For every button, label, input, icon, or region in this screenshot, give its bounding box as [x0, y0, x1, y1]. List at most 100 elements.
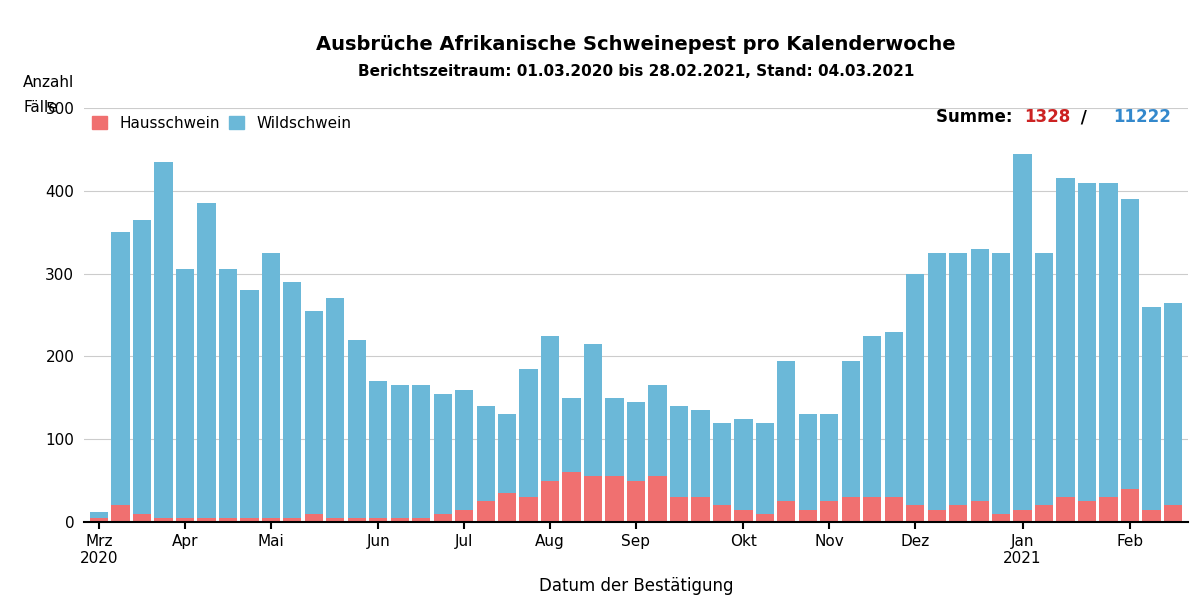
Bar: [391, 385, 409, 522]
Bar: [1078, 502, 1096, 522]
Bar: [305, 311, 323, 522]
Bar: [197, 203, 216, 522]
Bar: [433, 394, 452, 522]
Bar: [799, 509, 817, 522]
Bar: [1078, 182, 1096, 522]
Bar: [455, 389, 473, 522]
Bar: [906, 505, 924, 522]
Bar: [112, 505, 130, 522]
Bar: [283, 282, 301, 522]
Text: /: /: [1075, 108, 1093, 126]
Bar: [626, 481, 646, 522]
Bar: [992, 253, 1010, 522]
Text: Ausbrüche Afrikanische Schweinepest pro Kalenderwoche: Ausbrüche Afrikanische Schweinepest pro …: [316, 35, 956, 54]
Bar: [1164, 302, 1182, 522]
Bar: [1034, 253, 1054, 522]
Bar: [412, 385, 431, 522]
Bar: [734, 419, 752, 522]
Bar: [541, 336, 559, 522]
Bar: [476, 502, 494, 522]
Bar: [370, 381, 388, 522]
Bar: [348, 518, 366, 522]
Bar: [841, 361, 860, 522]
Bar: [455, 509, 473, 522]
Bar: [476, 406, 494, 522]
Bar: [778, 361, 796, 522]
Text: 11222: 11222: [1114, 108, 1171, 126]
Bar: [820, 502, 839, 522]
Bar: [928, 253, 946, 522]
Legend: Hausschwein, Wildschwein: Hausschwein, Wildschwein: [91, 116, 352, 131]
Bar: [90, 518, 108, 522]
Bar: [90, 512, 108, 522]
Bar: [412, 518, 431, 522]
Bar: [605, 476, 624, 522]
Bar: [691, 497, 709, 522]
Bar: [218, 518, 238, 522]
Bar: [971, 502, 989, 522]
Bar: [605, 398, 624, 522]
Bar: [133, 220, 151, 522]
Bar: [1034, 505, 1054, 522]
Bar: [1014, 509, 1032, 522]
Bar: [670, 406, 688, 522]
Bar: [563, 398, 581, 522]
Bar: [348, 340, 366, 522]
Bar: [949, 253, 967, 522]
Bar: [778, 502, 796, 522]
Bar: [326, 518, 344, 522]
Bar: [433, 514, 452, 522]
Bar: [713, 422, 731, 522]
Bar: [1142, 307, 1160, 522]
Bar: [240, 518, 258, 522]
Bar: [563, 472, 581, 522]
Bar: [992, 514, 1010, 522]
Text: 1328: 1328: [1025, 108, 1070, 126]
Bar: [155, 518, 173, 522]
Bar: [262, 518, 280, 522]
Bar: [133, 514, 151, 522]
Bar: [863, 497, 881, 522]
Bar: [949, 505, 967, 522]
Text: Berichtszeitraum: 01.03.2020 bis 28.02.2021, Stand: 04.03.2021: Berichtszeitraum: 01.03.2020 bis 28.02.2…: [358, 64, 914, 79]
Bar: [262, 253, 280, 522]
Bar: [520, 369, 538, 522]
Bar: [626, 402, 646, 522]
Bar: [283, 518, 301, 522]
Bar: [541, 481, 559, 522]
Text: Anzahl: Anzahl: [23, 75, 74, 90]
Bar: [155, 162, 173, 522]
Bar: [1164, 505, 1182, 522]
Bar: [928, 509, 946, 522]
Text: Summe:: Summe:: [936, 108, 1018, 126]
Bar: [863, 336, 881, 522]
Bar: [756, 514, 774, 522]
Bar: [884, 332, 902, 522]
Text: Fälle: Fälle: [23, 100, 58, 115]
Bar: [112, 232, 130, 522]
Bar: [1142, 509, 1160, 522]
Bar: [176, 518, 194, 522]
Bar: [1056, 497, 1075, 522]
Bar: [1056, 178, 1075, 522]
Bar: [648, 476, 667, 522]
X-axis label: Datum der Bestätigung: Datum der Bestätigung: [539, 577, 733, 595]
Bar: [197, 518, 216, 522]
Bar: [1121, 489, 1139, 522]
Bar: [1099, 182, 1117, 522]
Bar: [971, 249, 989, 522]
Bar: [498, 493, 516, 522]
Bar: [799, 415, 817, 522]
Bar: [370, 518, 388, 522]
Bar: [305, 514, 323, 522]
Bar: [218, 269, 238, 522]
Bar: [1099, 497, 1117, 522]
Bar: [756, 422, 774, 522]
Bar: [691, 410, 709, 522]
Bar: [176, 269, 194, 522]
Bar: [906, 274, 924, 522]
Bar: [584, 344, 602, 522]
Bar: [841, 497, 860, 522]
Bar: [648, 385, 667, 522]
Bar: [884, 497, 902, 522]
